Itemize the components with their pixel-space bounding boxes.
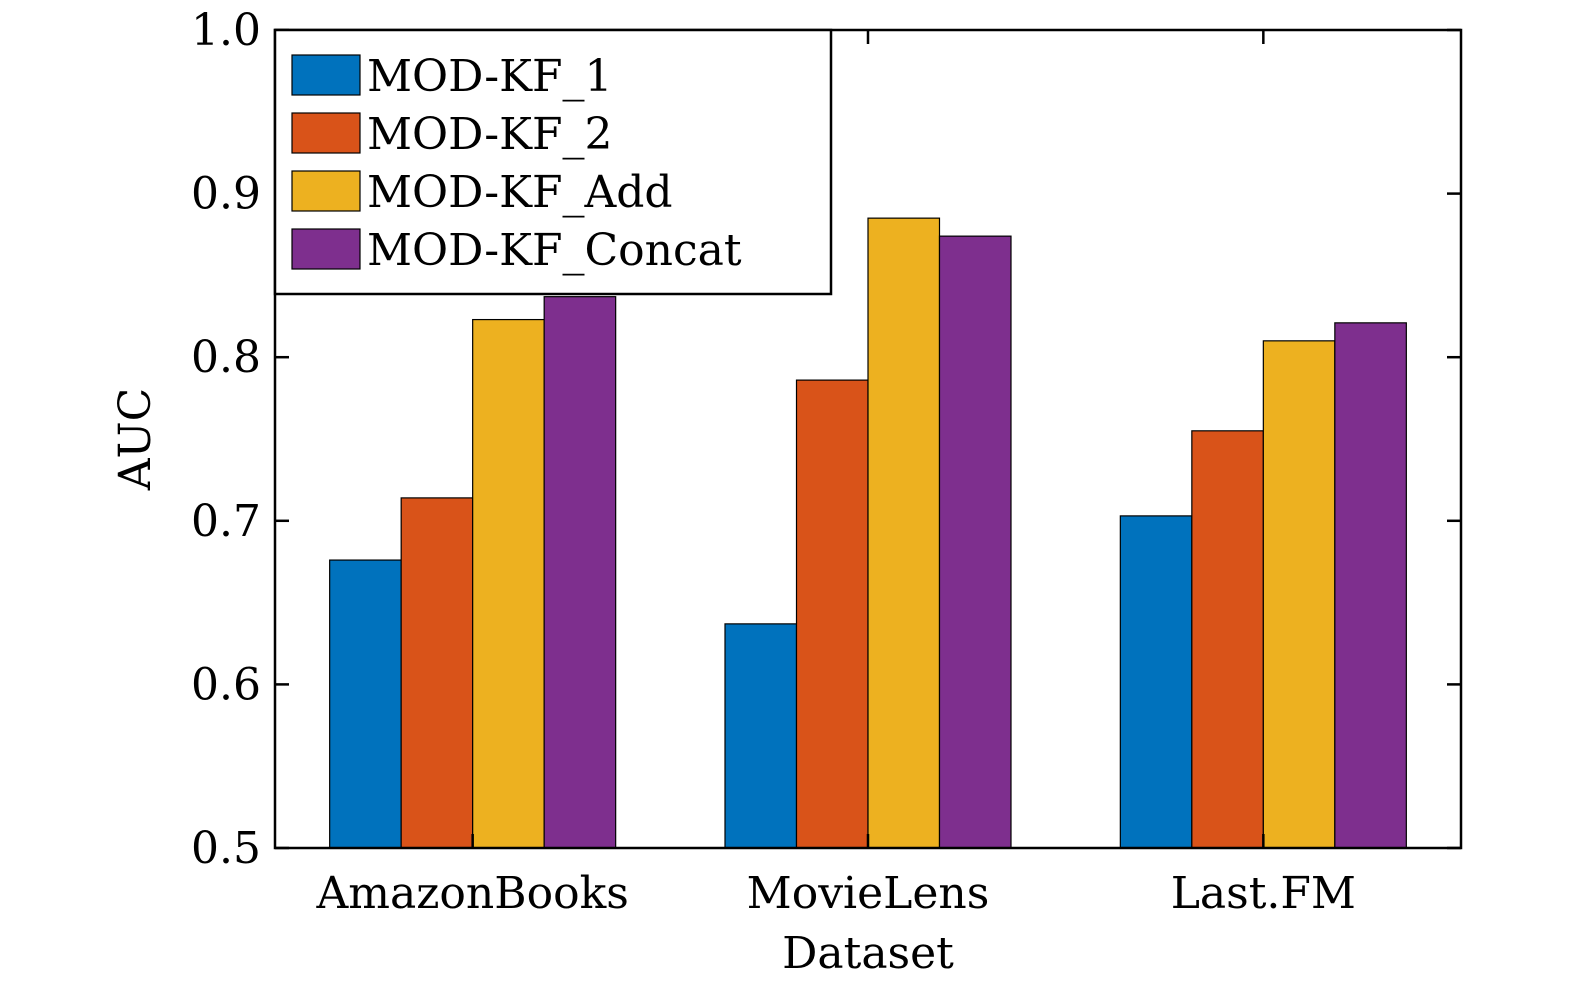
bar-mod-kf-1-movielens: [724, 623, 798, 849]
legend-label: MOD-KF_Concat: [367, 225, 742, 276]
legend-swatch: [291, 170, 361, 212]
x-tick-label: AmazonBooks: [316, 868, 629, 919]
legend-label: MOD-KF_2: [367, 109, 612, 160]
y-tick-label: 0.9: [191, 169, 261, 220]
bar-mod-kf-1-amazonbooks: [329, 559, 402, 849]
bar-mod-kf-concat-movielens: [938, 235, 1012, 849]
y-tick-label: 0.7: [191, 496, 261, 547]
bar-mod-kf-add-amazonbooks: [472, 318, 545, 849]
y-tick-label: 1.0: [191, 5, 261, 56]
legend: MOD-KF_1 MOD-KF_2 MOD-KF_Add MOD-KF_Concat: [273, 28, 833, 296]
bar-mod-kf-add-movielens: [867, 217, 941, 849]
axes-layer: 0.5 0.6 0.7 0.8 0.9 1.0 AmazonBooks MovieLens La…: [191, 5, 1463, 919]
y-tick-label: 0.6: [191, 659, 261, 710]
legend-swatch: [291, 228, 361, 270]
legend-label: MOD-KF_Add: [367, 167, 673, 218]
bar-mod-kf-2-last-fm: [1191, 430, 1264, 849]
legend-box: [273, 28, 833, 296]
legend-label: MOD-KF_1: [367, 51, 612, 102]
bar-mod-kf-add-last-fm: [1262, 340, 1336, 849]
legend-swatch: [291, 112, 361, 154]
y-tick-label: 0.5: [191, 823, 261, 874]
bar-mod-kf-2-movielens: [795, 379, 869, 849]
bar-mod-kf-concat-amazonbooks: [543, 296, 617, 849]
bar-mod-kf-concat-last-fm: [1334, 322, 1407, 849]
bar-mod-kf-1-last-fm: [1119, 515, 1193, 849]
x-tick-label: Last.FM: [1171, 868, 1356, 919]
legend-swatch: [291, 54, 361, 96]
y-tick-label: 0.8: [191, 332, 261, 383]
bars-layer: [329, 217, 1407, 849]
x-tick-label: MovieLens: [747, 868, 990, 919]
x-axis-title: Dataset: [782, 928, 954, 979]
y-axis-title: AUC: [110, 388, 161, 492]
bar-mod-kf-2-amazonbooks: [400, 497, 474, 849]
